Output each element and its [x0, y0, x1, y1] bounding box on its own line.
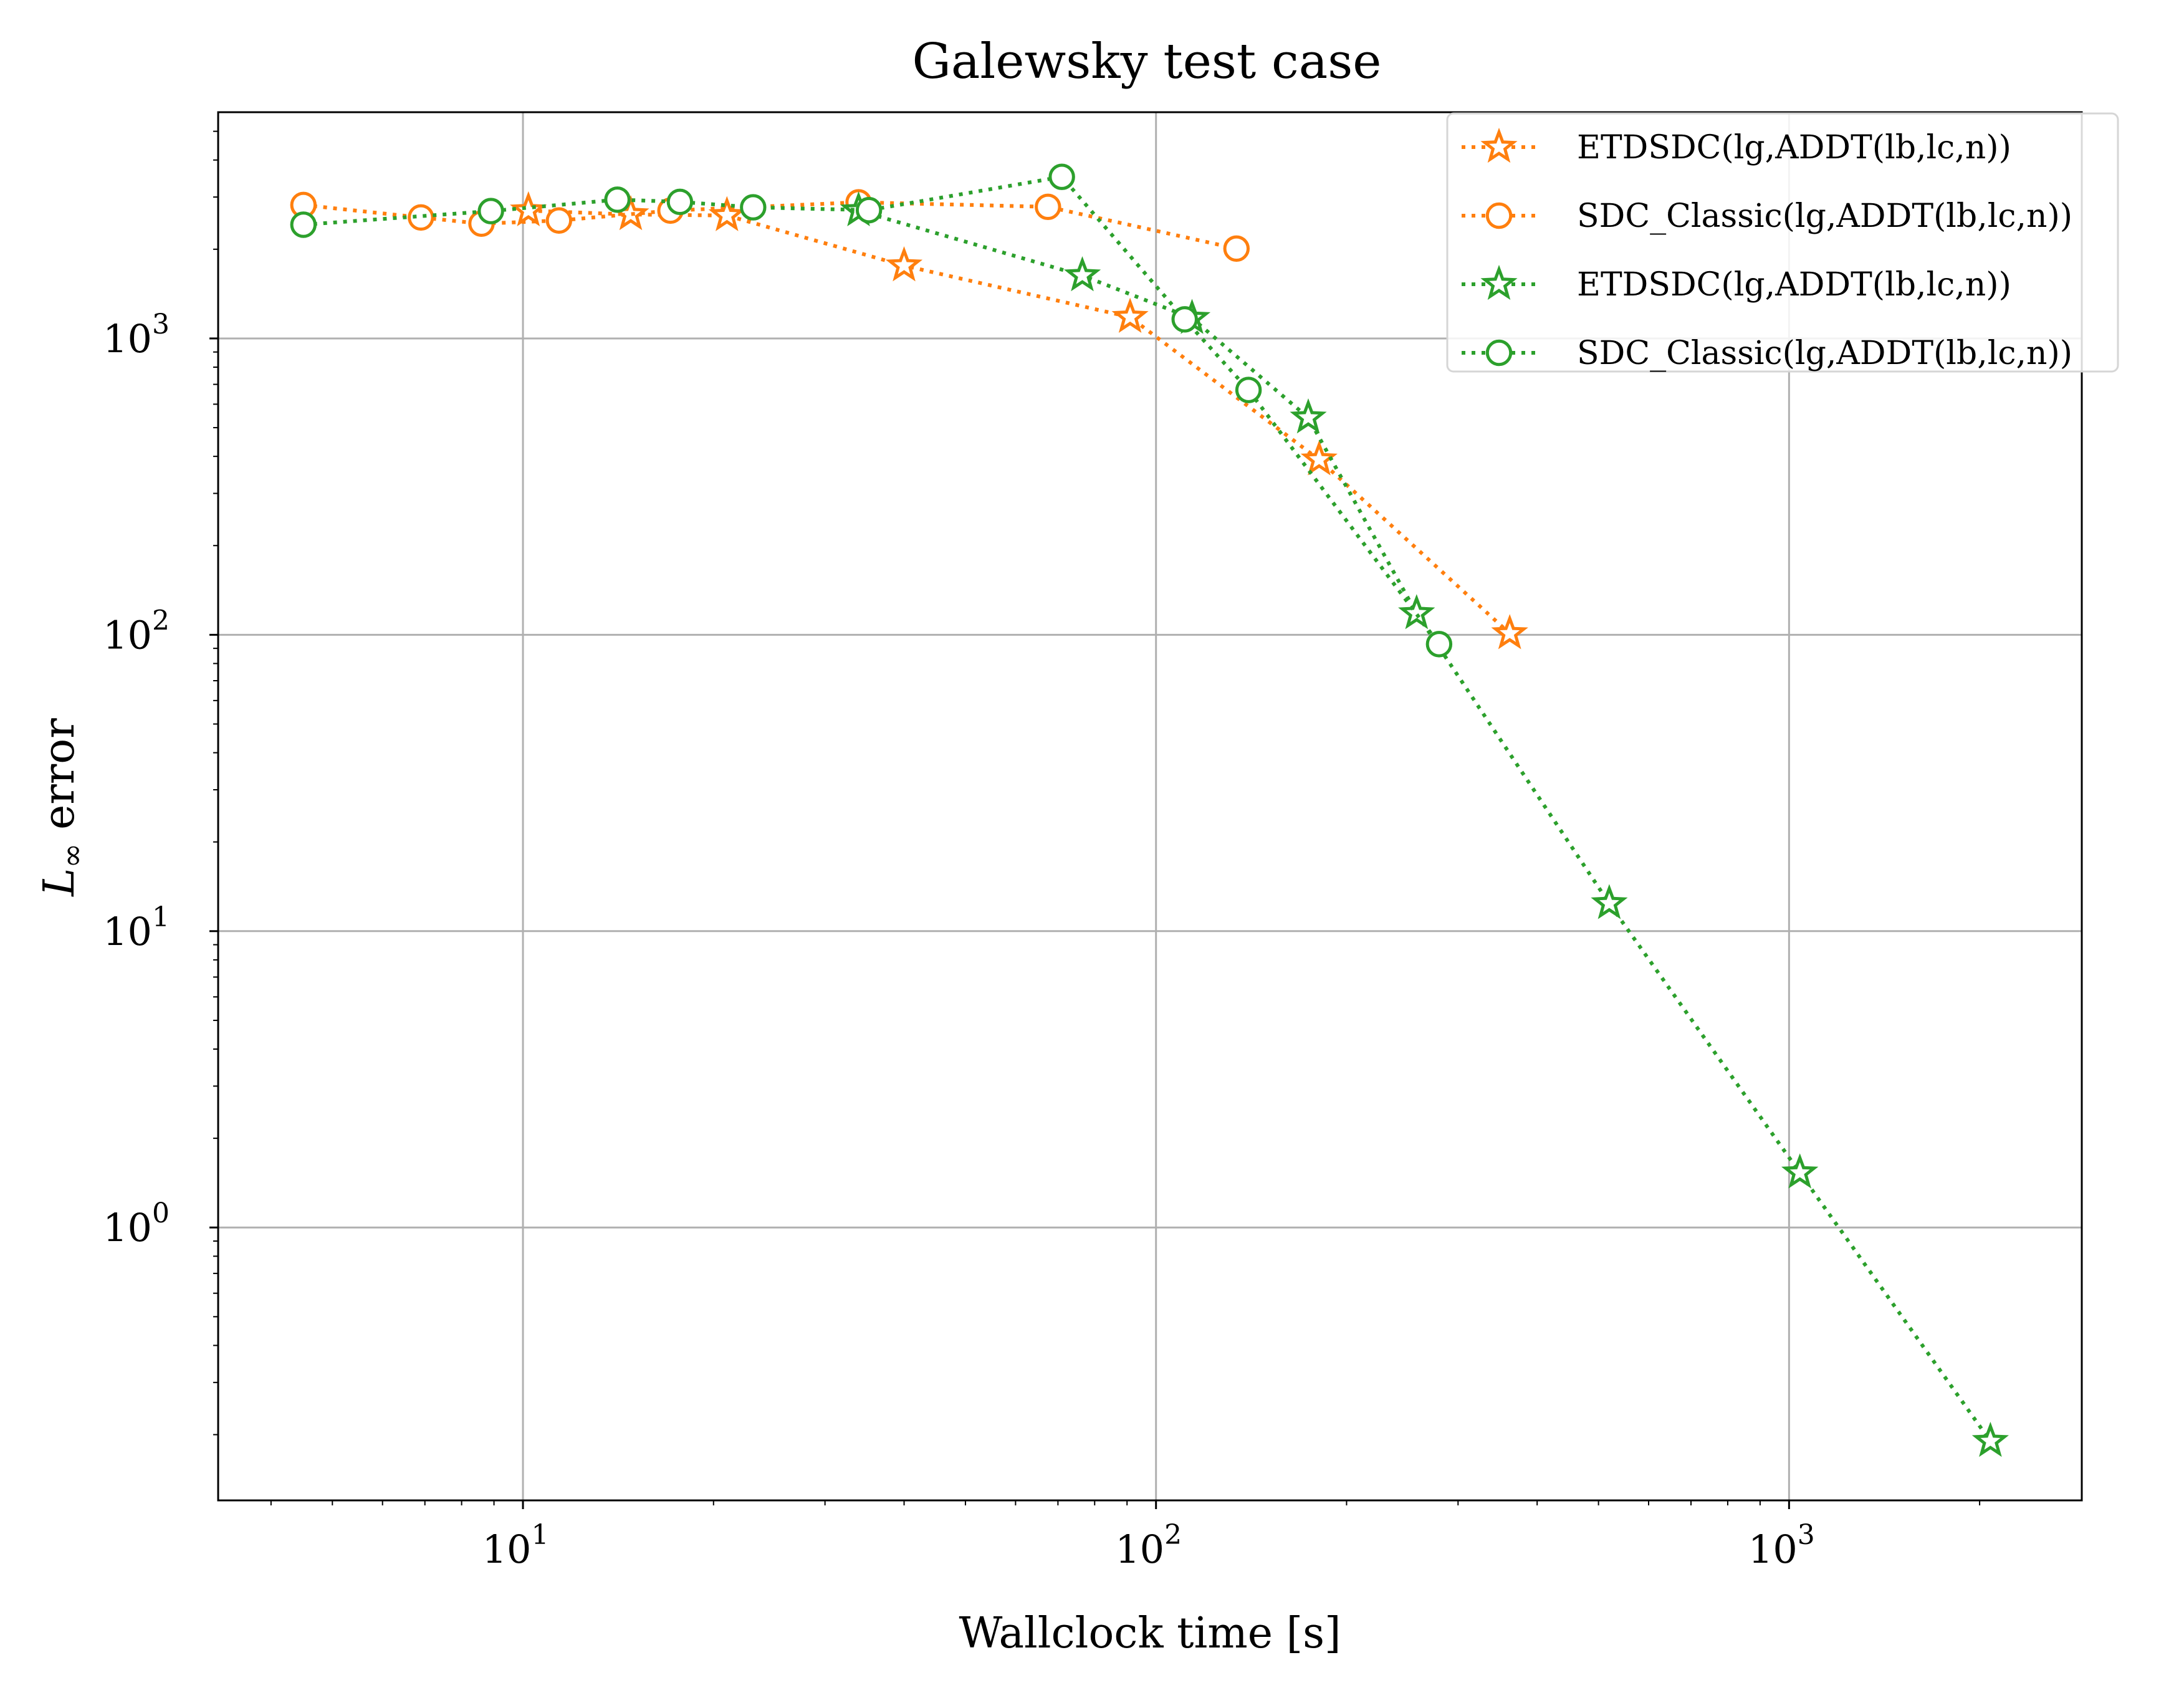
- circle-marker: [1035, 193, 1061, 221]
- y-tick-base: 10: [103, 316, 152, 362]
- y-axis-label-subscript: ∞: [55, 843, 90, 868]
- circle-marker: [1048, 163, 1075, 190]
- star-marker: [885, 246, 923, 282]
- star-marker: [1300, 440, 1338, 476]
- circle-marker: [1425, 631, 1453, 658]
- y-tick-exponent: 2: [152, 605, 170, 636]
- y-tick-base: 10: [103, 612, 152, 658]
- y-tick-label: 102: [103, 605, 170, 658]
- y-tick-exponent: 0: [152, 1197, 170, 1229]
- legend-label: ETDSDC(lg,ADDT(lb,lc,n)): [1577, 266, 2011, 304]
- circle-marker: [545, 207, 573, 234]
- y-tick-exponent: 3: [152, 309, 170, 340]
- circle-marker: [740, 194, 767, 221]
- legend-entry: SDC_Classic(lg,ADDT(lb,lc,n)): [1462, 198, 2072, 235]
- series-3: [290, 163, 1453, 658]
- star-marker: [1781, 1153, 1819, 1189]
- circle-marker: [666, 188, 694, 216]
- star-marker: [1290, 398, 1327, 434]
- legend-star-marker: [1480, 264, 1518, 300]
- y-axis-label-symbol: L: [35, 868, 84, 898]
- y-tick-label: 101: [103, 901, 170, 954]
- star-marker: [1063, 256, 1101, 292]
- plot-frame: [217, 111, 2083, 1502]
- legend: ETDSDC(lg,ADDT(lb,lc,n)) SDC_Classic(lg,A…: [1446, 112, 2119, 373]
- y-tick-base: 10: [103, 909, 152, 954]
- legend-circle-marker: [1485, 202, 1513, 229]
- legend-label: SDC_Classic(lg,ADDT(lb,lc,n)): [1577, 198, 2072, 235]
- star-marker: [1111, 297, 1149, 333]
- major-ticks: [209, 337, 1790, 1509]
- x-tick-exponent: 3: [1798, 1519, 1815, 1551]
- chart-title: Galewsky test case: [912, 34, 1382, 90]
- circle-marker: [855, 196, 883, 224]
- x-tick-base: 10: [1748, 1527, 1798, 1572]
- series-line: [303, 175, 1441, 646]
- star-marker: [1591, 884, 1628, 919]
- x-tick-label: 101: [482, 1519, 549, 1572]
- y-tick-label: 103: [103, 309, 170, 362]
- legend-circle-marker: [1485, 339, 1513, 367]
- x-tick-label: 103: [1748, 1519, 1815, 1572]
- y-axis-label: L∞ error: [35, 718, 90, 898]
- star-marker: [1491, 614, 1528, 650]
- legend-box: [1446, 112, 2119, 373]
- x-tick-exponent: 2: [1164, 1519, 1182, 1551]
- legend-label: ETDSDC(lg,ADDT(lb,lc,n)): [1577, 129, 2011, 166]
- legend-star-marker: [1480, 127, 1518, 163]
- circle-marker: [604, 186, 631, 213]
- series-line: [303, 200, 1237, 251]
- y-axis-label-rest: error: [35, 718, 84, 843]
- x-tick-base: 10: [1115, 1527, 1164, 1572]
- circle-marker: [408, 204, 434, 231]
- legend-entry: ETDSDC(lg,ADDT(lb,lc,n)): [1462, 264, 2011, 304]
- legend-entry: ETDSDC(lg,ADDT(lb,lc,n)): [1462, 127, 2011, 166]
- y-tick-base: 10: [103, 1205, 152, 1250]
- circle-marker: [477, 198, 504, 224]
- legend-entry: SDC_Classic(lg,ADDT(lb,lc,n)): [1462, 335, 2072, 372]
- series-line: [858, 209, 1992, 1442]
- star-marker: [510, 191, 547, 227]
- circle-marker: [1223, 235, 1250, 262]
- circle-marker: [290, 211, 317, 238]
- star-marker: [1398, 594, 1435, 630]
- legend-label: SDC_Classic(lg,ADDT(lb,lc,n)): [1577, 335, 2072, 372]
- x-tick-label: 102: [1115, 1519, 1182, 1572]
- star-marker: [708, 196, 745, 231]
- y-tick-label: 100: [103, 1197, 170, 1250]
- x-axis-label: Wallclock time [s]: [959, 1609, 1341, 1658]
- star-marker: [1971, 1421, 2009, 1457]
- circle-marker: [1235, 376, 1262, 403]
- x-tick-base: 10: [482, 1527, 532, 1572]
- x-tick-exponent: 1: [531, 1519, 548, 1551]
- circle-marker: [1171, 306, 1198, 333]
- y-tick-exponent: 1: [152, 901, 170, 933]
- series-layer: [290, 163, 2009, 1457]
